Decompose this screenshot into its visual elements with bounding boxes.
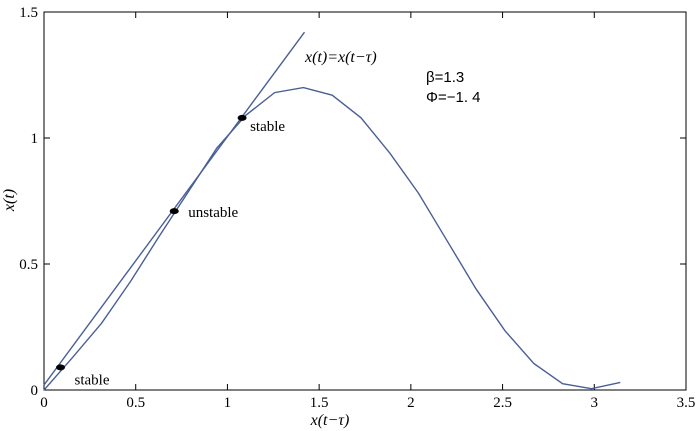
- diagonal-line-label: x(t)=x(t−τ): [304, 49, 377, 66]
- equilibrium-point: [56, 364, 66, 371]
- x-tick-label: 0.5: [126, 395, 145, 411]
- y-tick-label: 1.5: [19, 5, 38, 21]
- x-tick-label: 2.5: [493, 395, 512, 411]
- x-tick-label: 0: [40, 395, 48, 411]
- x-tick-label: 3.5: [677, 395, 696, 411]
- phi-parameter: Φ=−1. 4: [426, 89, 481, 106]
- equilibrium-point: [169, 208, 179, 215]
- y-tick-label: 0.5: [19, 257, 38, 273]
- plot-area: [43, 11, 687, 391]
- point-label: unstable: [188, 205, 238, 221]
- x-tick-label: 1.5: [310, 395, 329, 411]
- point-labels: stable unstable stable: [75, 119, 286, 388]
- equilibrium-point: [237, 114, 247, 121]
- x-tick-label: 3: [591, 395, 599, 411]
- axis-ticks: [43, 11, 687, 391]
- point-label: stable: [75, 372, 110, 388]
- equilibrium-points: [56, 114, 247, 371]
- beta-parameter: β=1.3: [426, 69, 464, 86]
- series-line-curve: [43, 86, 621, 391]
- x-tick-label: 2: [407, 395, 415, 411]
- x-tick-label: 1: [224, 395, 232, 411]
- point-label: stable: [250, 119, 285, 135]
- y-tick-label: 1: [31, 131, 39, 147]
- y-axis-label: x(t): [1, 189, 18, 212]
- tick-labels: 0 0.5 1 1.5 2 2.5 3 3.5 0 0.5 1 1.5: [19, 5, 695, 411]
- y-tick-label: 0: [31, 383, 39, 399]
- x-axis-label: x(t−τ): [310, 412, 350, 429]
